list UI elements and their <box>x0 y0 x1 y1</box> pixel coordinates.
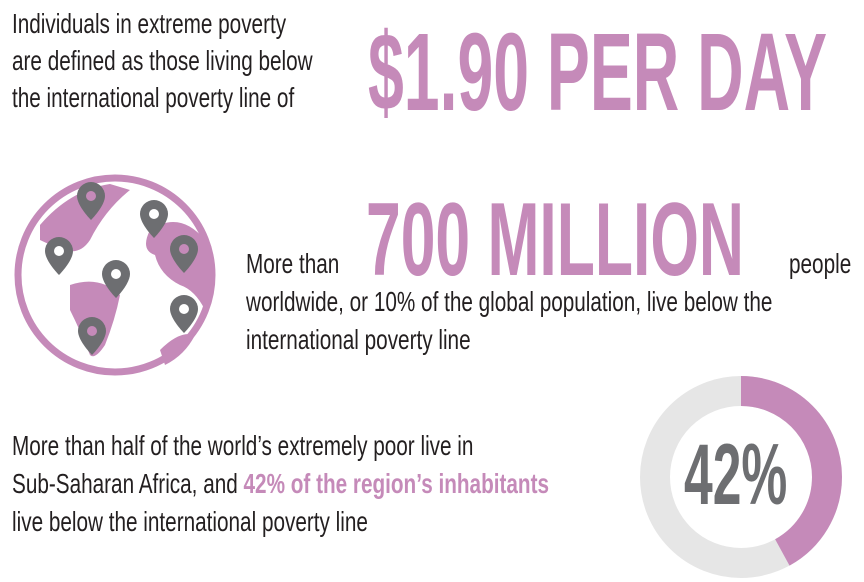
donut-fill <box>640 376 842 578</box>
intro-line: are defined as those living below <box>12 45 313 76</box>
map-pins <box>45 182 198 355</box>
population-text: worldwide, or 10% of the global populati… <box>246 286 864 356</box>
people-label: people <box>789 248 852 279</box>
intro-text: Individuals in extreme poverty are defin… <box>12 8 418 114</box>
intro-line: Individuals in extreme poverty <box>12 8 287 39</box>
more-than-label: More than <box>246 248 340 279</box>
population-line: worldwide, or 10% of the global populati… <box>246 286 773 317</box>
population-line: international poverty line <box>246 324 471 355</box>
poverty-line-amount: $1.90 PER DAY <box>368 11 828 134</box>
africa-text: More than half of the world’s extremely … <box>12 430 738 538</box>
africa-line: Sub-Saharan Africa, and <box>12 468 244 499</box>
africa-highlight: 42% of the region’s inhabitants <box>243 468 549 499</box>
globe-icon <box>14 174 216 376</box>
donut-label: 42% <box>684 427 788 523</box>
africa-line: live below the international poverty lin… <box>12 506 368 537</box>
intro-line: the international poverty line of <box>12 82 295 113</box>
percentage-donut <box>640 376 842 578</box>
population-figure: 700 MILLION <box>366 182 744 298</box>
africa-line: More than half of the world’s extremely … <box>12 430 474 461</box>
